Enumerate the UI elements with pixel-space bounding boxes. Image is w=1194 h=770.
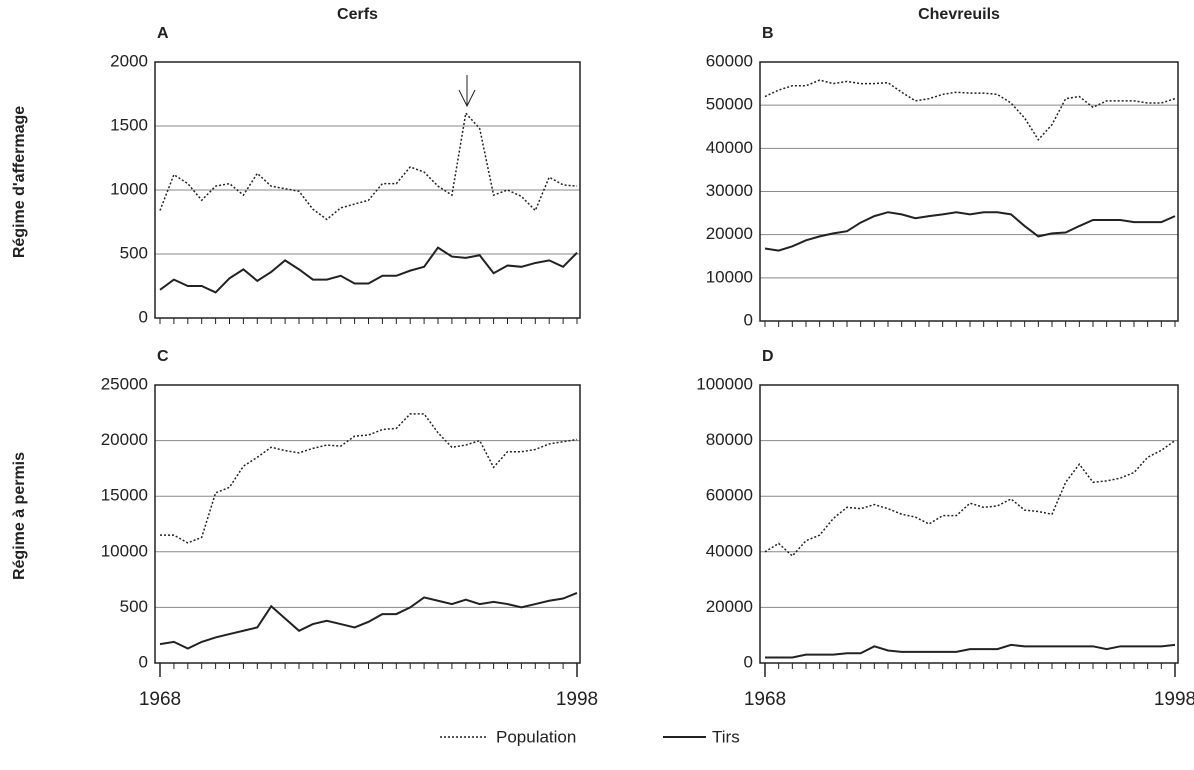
row-title: Régime d'affermage (11, 106, 28, 258)
y-tick-label: 20000 (706, 224, 753, 243)
y-tick-label: 50000 (706, 95, 753, 114)
y-tick-label: 60000 (706, 51, 753, 70)
y-tick-label: 40000 (706, 541, 753, 560)
y-tick-label: 10000 (706, 267, 753, 286)
row-title: Régime à permis (11, 452, 28, 580)
plot-frame (759, 61, 1179, 322)
y-tick-label: 0 (744, 310, 753, 329)
y-tick-label: 20000 (101, 430, 148, 449)
y-tick-label: 80000 (706, 430, 753, 449)
y-tick-label: 15000 (101, 486, 148, 505)
series-line (160, 413, 578, 544)
column-title: Cerfs (337, 6, 378, 23)
x-tick-label: 1968 (139, 689, 181, 710)
arrow-head (458, 89, 476, 108)
y-tick-label: 30000 (706, 181, 753, 200)
y-tick-label: 100000 (696, 374, 753, 393)
x-tick-label: 1998 (556, 689, 598, 710)
x-tick-label: 1968 (744, 689, 786, 710)
y-tick-label: 60000 (706, 486, 753, 505)
y-tick-label: 0 (139, 652, 148, 671)
plot-frame (154, 384, 581, 664)
y-tick-label: 25000 (101, 374, 148, 393)
y-tick-label: 40000 (706, 138, 753, 157)
y-tick-label: 2000 (110, 51, 148, 70)
plot-frame (154, 61, 581, 319)
y-tick-label: 20000 (706, 597, 753, 616)
legend-label: Tirs (712, 727, 740, 746)
series-line (159, 111, 578, 221)
y-tick-label: 0 (744, 652, 753, 671)
legend-label: Population (496, 727, 576, 746)
y-tick-label: 500 (120, 597, 148, 616)
x-tick-label: 1998 (1154, 689, 1194, 710)
series-line (764, 211, 1176, 252)
panel-label: C (157, 348, 169, 365)
y-tick-label: 10000 (101, 541, 148, 560)
series-line (765, 643, 1176, 659)
series-line (764, 439, 1176, 558)
series-line (159, 246, 578, 294)
series-line (764, 79, 1176, 141)
panel-label: B (762, 25, 774, 42)
y-tick-label: 500 (120, 243, 148, 262)
series-line (159, 592, 578, 650)
y-tick-label: 1000 (110, 179, 148, 198)
panel-label: D (762, 348, 774, 365)
y-tick-label: 1500 (110, 115, 148, 134)
panel-label: A (157, 25, 169, 42)
y-tick-label: 0 (139, 307, 148, 326)
column-title: Chevreuils (918, 6, 1000, 23)
plot-frame (759, 384, 1179, 664)
